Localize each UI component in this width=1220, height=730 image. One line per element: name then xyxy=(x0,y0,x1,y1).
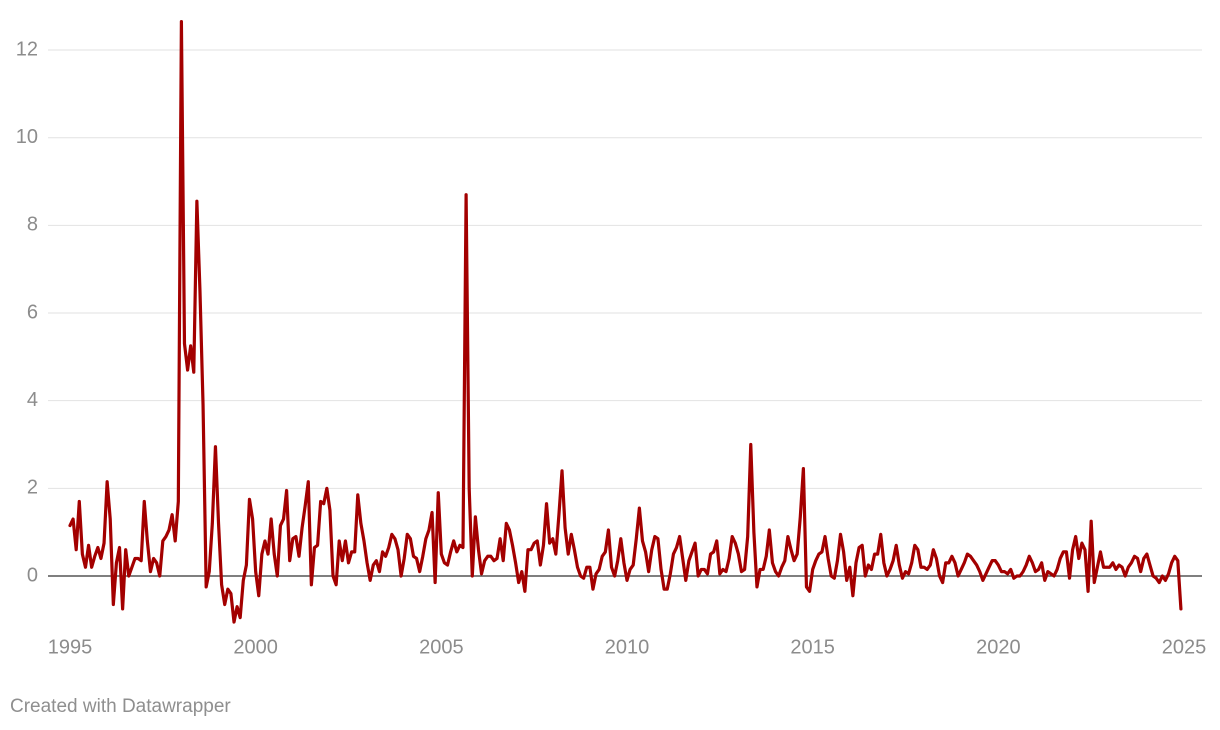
x-tick-label: 2010 xyxy=(605,636,650,658)
x-tick-label: 2015 xyxy=(790,636,835,658)
plot xyxy=(68,19,1183,624)
y-tick-label: 6 xyxy=(27,301,38,323)
x-tick-label: 2005 xyxy=(419,636,464,658)
y-tick-label: 4 xyxy=(27,389,38,411)
y-tick-label: 2 xyxy=(27,477,38,499)
line xyxy=(68,19,1183,624)
y-tick-label: 10 xyxy=(16,126,38,148)
y-tick-label: 8 xyxy=(27,214,38,236)
grid: 0 2 4 6 8 10 12 1995 2000 2005 2010 2015 2020 2025 xyxy=(16,38,1207,658)
x-tick-label: 2020 xyxy=(976,636,1021,658)
y-tick-label: 12 xyxy=(16,38,38,60)
x-tick-label: 2025 xyxy=(1162,636,1207,658)
x-tick-label: 2000 xyxy=(233,636,278,658)
x-tick-label: 1995 xyxy=(48,636,93,658)
y-tick-label: 0 xyxy=(27,564,38,586)
credit: Created with Datawrapper xyxy=(10,696,231,717)
